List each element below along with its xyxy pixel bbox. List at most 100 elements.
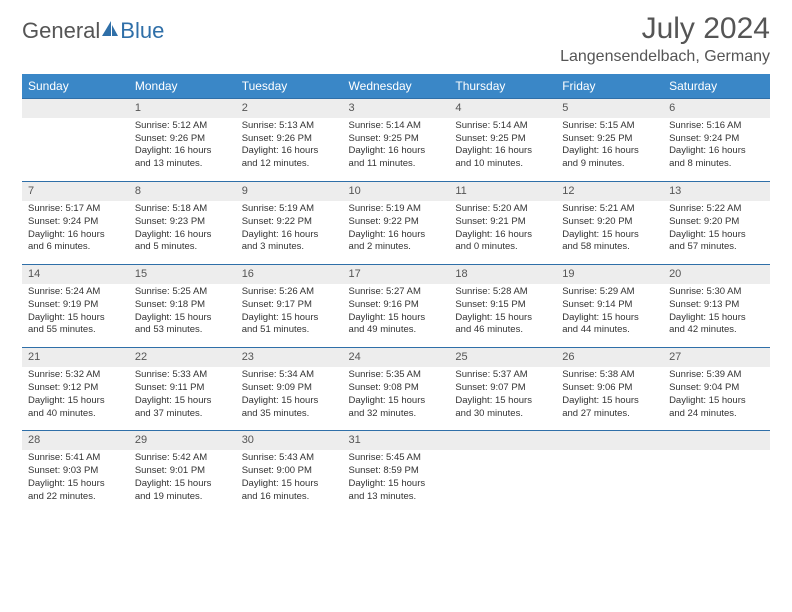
- sunrise-text: Sunrise: 5:33 AM: [135, 369, 230, 382]
- day-number-row: 123456: [22, 99, 770, 118]
- day-cell: Sunrise: 5:39 AMSunset: 9:04 PMDaylight:…: [663, 367, 770, 431]
- day-cell: [22, 118, 129, 182]
- day-cell: Sunrise: 5:38 AMSunset: 9:06 PMDaylight:…: [556, 367, 663, 431]
- weekday-header: Wednesday: [343, 74, 450, 99]
- sunrise-text: Sunrise: 5:22 AM: [669, 203, 764, 216]
- sunrise-text: Sunrise: 5:43 AM: [242, 452, 337, 465]
- day-number: [22, 99, 129, 118]
- day-cell: Sunrise: 5:24 AMSunset: 9:19 PMDaylight:…: [22, 284, 129, 348]
- sunset-text: Sunset: 8:59 PM: [349, 465, 444, 478]
- day-cell: Sunrise: 5:28 AMSunset: 9:15 PMDaylight:…: [449, 284, 556, 348]
- day-number: 16: [236, 265, 343, 284]
- day-details-row: Sunrise: 5:41 AMSunset: 9:03 PMDaylight:…: [22, 450, 770, 513]
- day-number-row: 78910111213: [22, 182, 770, 201]
- daylight-text: Daylight: 16 hours and 5 minutes.: [135, 229, 230, 255]
- sunrise-text: Sunrise: 5:12 AM: [135, 120, 230, 133]
- day-details-row: Sunrise: 5:24 AMSunset: 9:19 PMDaylight:…: [22, 284, 770, 348]
- day-number: 21: [22, 348, 129, 367]
- day-cell: [449, 450, 556, 513]
- daylight-text: Daylight: 15 hours and 30 minutes.: [455, 395, 550, 421]
- sunrise-text: Sunrise: 5:29 AM: [562, 286, 657, 299]
- day-cell: [556, 450, 663, 513]
- day-cell: Sunrise: 5:19 AMSunset: 9:22 PMDaylight:…: [236, 201, 343, 265]
- sunrise-text: Sunrise: 5:21 AM: [562, 203, 657, 216]
- daylight-text: Daylight: 15 hours and 37 minutes.: [135, 395, 230, 421]
- day-number: 12: [556, 182, 663, 201]
- title-block: July 2024 Langensendelbach, Germany: [560, 12, 770, 66]
- sunrise-text: Sunrise: 5:18 AM: [135, 203, 230, 216]
- sunrise-text: Sunrise: 5:41 AM: [28, 452, 123, 465]
- sunrise-text: Sunrise: 5:20 AM: [455, 203, 550, 216]
- daylight-text: Daylight: 16 hours and 9 minutes.: [562, 145, 657, 171]
- daylight-text: Daylight: 15 hours and 46 minutes.: [455, 312, 550, 338]
- day-cell: Sunrise: 5:16 AMSunset: 9:24 PMDaylight:…: [663, 118, 770, 182]
- weekday-header-row: Sunday Monday Tuesday Wednesday Thursday…: [22, 74, 770, 99]
- sunset-text: Sunset: 9:22 PM: [349, 216, 444, 229]
- daylight-text: Daylight: 15 hours and 16 minutes.: [242, 478, 337, 504]
- weekday-header: Tuesday: [236, 74, 343, 99]
- day-number: 10: [343, 182, 450, 201]
- daylight-text: Daylight: 15 hours and 57 minutes.: [669, 229, 764, 255]
- day-cell: Sunrise: 5:17 AMSunset: 9:24 PMDaylight:…: [22, 201, 129, 265]
- day-cell: Sunrise: 5:32 AMSunset: 9:12 PMDaylight:…: [22, 367, 129, 431]
- day-cell: Sunrise: 5:13 AMSunset: 9:26 PMDaylight:…: [236, 118, 343, 182]
- sunset-text: Sunset: 9:16 PM: [349, 299, 444, 312]
- day-cell: Sunrise: 5:26 AMSunset: 9:17 PMDaylight:…: [236, 284, 343, 348]
- day-number: 15: [129, 265, 236, 284]
- sunset-text: Sunset: 9:15 PM: [455, 299, 550, 312]
- day-cell: Sunrise: 5:42 AMSunset: 9:01 PMDaylight:…: [129, 450, 236, 513]
- daylight-text: Daylight: 15 hours and 53 minutes.: [135, 312, 230, 338]
- location: Langensendelbach, Germany: [560, 48, 770, 66]
- day-number: 20: [663, 265, 770, 284]
- sunset-text: Sunset: 9:06 PM: [562, 382, 657, 395]
- weekday-header: Friday: [556, 74, 663, 99]
- weekday-header: Sunday: [22, 74, 129, 99]
- day-cell: Sunrise: 5:27 AMSunset: 9:16 PMDaylight:…: [343, 284, 450, 348]
- sunset-text: Sunset: 9:03 PM: [28, 465, 123, 478]
- sunrise-text: Sunrise: 5:14 AM: [349, 120, 444, 133]
- sunrise-text: Sunrise: 5:25 AM: [135, 286, 230, 299]
- day-cell: Sunrise: 5:20 AMSunset: 9:21 PMDaylight:…: [449, 201, 556, 265]
- sunset-text: Sunset: 9:25 PM: [562, 133, 657, 146]
- sunset-text: Sunset: 9:23 PM: [135, 216, 230, 229]
- sunrise-text: Sunrise: 5:27 AM: [349, 286, 444, 299]
- day-number: 24: [343, 348, 450, 367]
- day-cell: Sunrise: 5:19 AMSunset: 9:22 PMDaylight:…: [343, 201, 450, 265]
- daylight-text: Daylight: 15 hours and 44 minutes.: [562, 312, 657, 338]
- sunset-text: Sunset: 9:25 PM: [455, 133, 550, 146]
- day-cell: [663, 450, 770, 513]
- day-number: 7: [22, 182, 129, 201]
- sunrise-text: Sunrise: 5:19 AM: [349, 203, 444, 216]
- day-number: 9: [236, 182, 343, 201]
- sunrise-text: Sunrise: 5:15 AM: [562, 120, 657, 133]
- sunset-text: Sunset: 9:20 PM: [669, 216, 764, 229]
- sunrise-text: Sunrise: 5:26 AM: [242, 286, 337, 299]
- logo-sail-icon: [100, 19, 120, 44]
- day-number: 19: [556, 265, 663, 284]
- sunrise-text: Sunrise: 5:14 AM: [455, 120, 550, 133]
- weekday-header: Monday: [129, 74, 236, 99]
- day-number: 6: [663, 99, 770, 118]
- sunset-text: Sunset: 9:21 PM: [455, 216, 550, 229]
- day-cell: Sunrise: 5:34 AMSunset: 9:09 PMDaylight:…: [236, 367, 343, 431]
- sunset-text: Sunset: 9:24 PM: [669, 133, 764, 146]
- day-number: [556, 431, 663, 450]
- sunrise-text: Sunrise: 5:35 AM: [349, 369, 444, 382]
- sunset-text: Sunset: 9:08 PM: [349, 382, 444, 395]
- daylight-text: Daylight: 15 hours and 22 minutes.: [28, 478, 123, 504]
- daylight-text: Daylight: 15 hours and 27 minutes.: [562, 395, 657, 421]
- sunset-text: Sunset: 9:14 PM: [562, 299, 657, 312]
- day-number-row: 14151617181920: [22, 265, 770, 284]
- header: General Blue July 2024 Langensendelbach,…: [22, 12, 770, 66]
- daylight-text: Daylight: 15 hours and 35 minutes.: [242, 395, 337, 421]
- daylight-text: Daylight: 16 hours and 13 minutes.: [135, 145, 230, 171]
- logo-text-blue: Blue: [120, 18, 164, 44]
- day-cell: Sunrise: 5:14 AMSunset: 9:25 PMDaylight:…: [343, 118, 450, 182]
- sunrise-text: Sunrise: 5:16 AM: [669, 120, 764, 133]
- day-number: 18: [449, 265, 556, 284]
- daylight-text: Daylight: 15 hours and 55 minutes.: [28, 312, 123, 338]
- daylight-text: Daylight: 15 hours and 58 minutes.: [562, 229, 657, 255]
- day-details-row: Sunrise: 5:12 AMSunset: 9:26 PMDaylight:…: [22, 118, 770, 182]
- day-cell: Sunrise: 5:12 AMSunset: 9:26 PMDaylight:…: [129, 118, 236, 182]
- sunrise-text: Sunrise: 5:45 AM: [349, 452, 444, 465]
